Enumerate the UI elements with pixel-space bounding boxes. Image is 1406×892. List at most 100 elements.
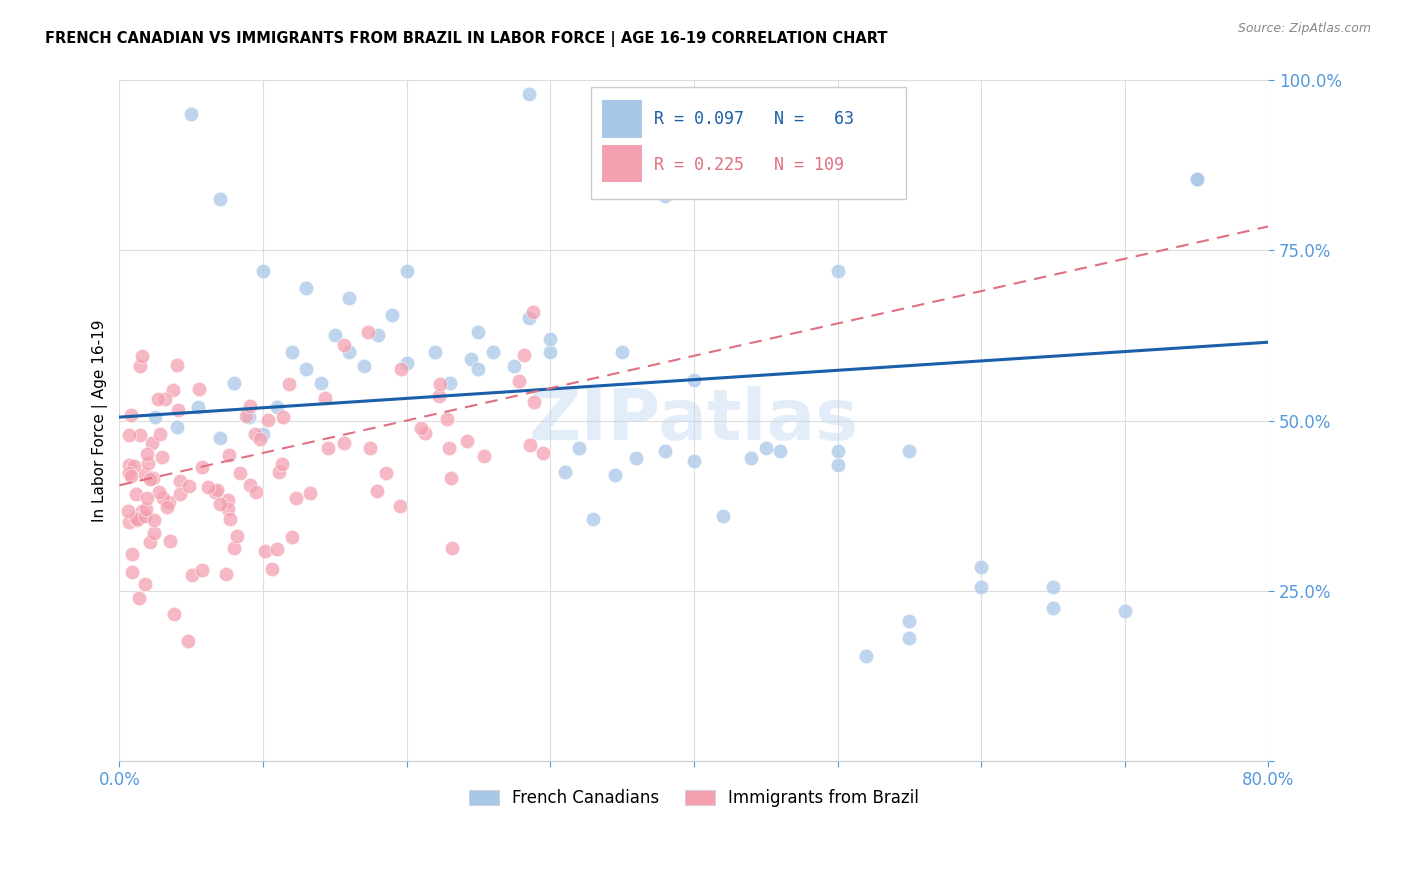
Point <box>538 345 561 359</box>
Point <box>118 427 141 442</box>
Point <box>299 486 322 500</box>
Point <box>148 485 170 500</box>
Point <box>970 581 993 595</box>
Point <box>626 450 648 465</box>
Point <box>316 441 339 455</box>
Point <box>654 188 676 202</box>
Point <box>191 563 214 577</box>
Point <box>898 444 921 458</box>
Point <box>508 374 530 388</box>
Point <box>409 421 432 435</box>
Point <box>522 305 544 319</box>
Point <box>441 541 464 555</box>
Point <box>239 478 262 492</box>
Point <box>197 480 219 494</box>
Point <box>260 562 283 576</box>
Point <box>281 345 304 359</box>
Text: Source: ZipAtlas.com: Source: ZipAtlas.com <box>1237 22 1371 36</box>
Point <box>603 468 626 483</box>
Point <box>436 412 458 426</box>
Point <box>456 434 478 448</box>
Point <box>523 395 546 409</box>
Point <box>395 263 418 277</box>
Point <box>142 471 165 485</box>
Point <box>357 325 380 339</box>
Point <box>249 432 271 446</box>
Point <box>427 389 450 403</box>
Point <box>367 328 389 343</box>
Point <box>159 534 181 549</box>
Point <box>131 504 153 518</box>
Point <box>374 467 396 481</box>
Point <box>239 400 262 414</box>
Point <box>124 487 146 501</box>
Point <box>238 410 260 425</box>
Point <box>245 427 267 442</box>
Point <box>135 447 157 461</box>
Point <box>295 281 318 295</box>
Point <box>381 308 404 322</box>
Point <box>257 413 280 427</box>
Point <box>139 535 162 549</box>
Point <box>353 359 375 373</box>
Point <box>855 648 877 663</box>
Point <box>252 427 274 442</box>
Point <box>153 392 176 407</box>
Point <box>215 566 238 581</box>
Point <box>135 502 157 516</box>
Point <box>218 449 240 463</box>
Y-axis label: In Labor Force | Age 16-19: In Labor Force | Age 16-19 <box>93 319 108 522</box>
Point <box>224 376 246 390</box>
Point <box>517 87 540 101</box>
Point <box>169 474 191 488</box>
Point <box>266 400 288 414</box>
Point <box>134 576 156 591</box>
Point <box>482 345 505 359</box>
Point <box>309 376 332 390</box>
Point <box>167 402 190 417</box>
Point <box>413 426 436 441</box>
Point <box>1185 171 1208 186</box>
Point <box>180 107 202 121</box>
Point <box>389 362 412 376</box>
Point <box>152 491 174 505</box>
Point <box>124 511 146 525</box>
Point <box>467 325 489 339</box>
Point <box>205 483 228 497</box>
Point <box>519 438 541 452</box>
Point <box>166 420 188 434</box>
Text: ZIPatlas: ZIPatlas <box>529 386 859 455</box>
Point <box>337 345 360 359</box>
Point <box>254 543 277 558</box>
Point <box>827 263 849 277</box>
Point <box>157 495 180 509</box>
Point <box>191 460 214 475</box>
Point <box>755 441 778 455</box>
Point <box>129 359 152 374</box>
Point <box>150 450 173 465</box>
Point <box>120 469 142 483</box>
Point <box>425 345 447 359</box>
Point <box>129 428 152 442</box>
Point <box>827 458 849 472</box>
Point <box>266 541 288 556</box>
Point <box>181 567 204 582</box>
Point <box>177 633 200 648</box>
Point <box>333 338 356 352</box>
Point <box>568 441 591 455</box>
Point <box>281 530 304 544</box>
FancyBboxPatch shape <box>591 87 907 199</box>
Legend: French Canadians, Immigrants from Brazil: French Canadians, Immigrants from Brazil <box>463 782 925 814</box>
Point <box>134 467 156 482</box>
Point <box>769 444 792 458</box>
Point <box>225 529 247 543</box>
Point <box>118 515 141 529</box>
Point <box>1185 171 1208 186</box>
Point <box>1042 581 1064 595</box>
Point <box>127 513 149 527</box>
Point <box>429 377 451 392</box>
Point <box>531 446 554 460</box>
Point <box>146 392 169 407</box>
Point <box>166 358 188 372</box>
Point <box>142 513 165 527</box>
